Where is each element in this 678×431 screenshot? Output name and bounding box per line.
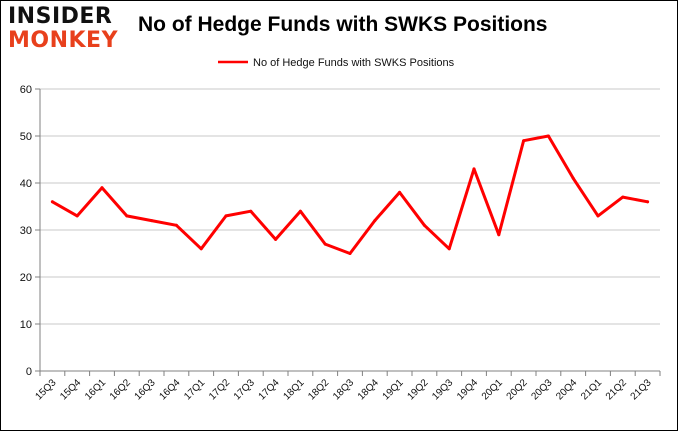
data-point-21Q3: [646, 200, 650, 204]
data-point-15Q4: [75, 214, 79, 218]
gridlines: [40, 88, 660, 325]
data-point-21Q2: [621, 195, 625, 199]
x-tick-label-20Q4: 20Q4: [554, 377, 579, 402]
y-tick-label-60: 60: [20, 84, 32, 96]
y-tick-label-30: 30: [20, 225, 32, 237]
x-tick-label-15Q3: 15Q3: [33, 377, 58, 402]
data-point-20Q2: [522, 139, 526, 143]
x-axis-ticks: 15Q3 15Q4 16Q1 16Q2 16Q3 16Q4 17Q1 17Q2 17Q3 17Q4…: [33, 371, 661, 402]
data-point-18Q1: [298, 209, 302, 213]
data-point-20Q3: [546, 134, 550, 138]
y-axis-ticks: 0 10 20 30 40 50 60: [20, 84, 40, 378]
data-point-19Q3: [447, 247, 451, 251]
series-layer: [50, 134, 650, 255]
data-point-18Q3: [348, 252, 352, 255]
legend-label: No of Hedge Funds with SWKS Positions: [253, 57, 455, 69]
x-tick-label-19Q4: 19Q4: [455, 377, 480, 402]
x-tick-label-21Q3: 21Q3: [629, 377, 654, 402]
x-tick-label-20Q3: 20Q3: [529, 377, 554, 402]
y-tick-label-50: 50: [20, 131, 32, 143]
y-tick-label-40: 40: [20, 178, 32, 190]
data-point-19Q1: [398, 190, 402, 194]
x-tick-label-19Q3: 19Q3: [430, 377, 455, 402]
x-tick-label-21Q1: 21Q1: [579, 377, 604, 402]
data-point-18Q4: [373, 219, 377, 223]
x-tick-label-19Q2: 19Q2: [405, 377, 430, 402]
data-point-17Q2: [224, 214, 228, 218]
y-tick-label-20: 20: [20, 272, 32, 284]
x-tick-label-19Q1: 19Q1: [381, 377, 406, 402]
data-point-17Q4: [274, 237, 278, 241]
x-tick-label-16Q1: 16Q1: [83, 377, 108, 402]
data-point-16Q2: [125, 214, 129, 218]
data-point-19Q2: [422, 223, 426, 227]
insider-monkey-logo: INSIDER MONKEY: [8, 6, 118, 52]
x-tick-label-18Q3: 18Q3: [331, 377, 356, 402]
x-tick-label-20Q1: 20Q1: [480, 377, 505, 402]
x-tick-label-17Q2: 17Q2: [207, 377, 232, 402]
data-point-16Q1: [100, 186, 104, 190]
data-point-18Q2: [323, 242, 327, 246]
data-point-20Q1: [497, 233, 501, 237]
logo-line-monkey: MONKEY: [8, 28, 119, 53]
series-line: [50, 134, 650, 255]
chart-title: No of Hedge Funds with SWKS Positions: [138, 13, 548, 36]
data-point-21Q1: [596, 214, 600, 218]
x-tick-label-17Q4: 17Q4: [257, 377, 282, 402]
x-tick-label-21Q2: 21Q2: [604, 377, 629, 402]
y-tick-label-0: 0: [26, 366, 32, 378]
legend: No of Hedge Funds with SWKS Positions: [218, 57, 455, 69]
data-point-19Q4: [472, 167, 476, 171]
logo-line-insider: INSIDER: [8, 4, 113, 29]
y-tick-label-10: 10: [20, 319, 32, 331]
x-tick-label-20Q2: 20Q2: [505, 377, 530, 402]
x-tick-label-15Q4: 15Q4: [58, 377, 83, 402]
data-point-17Q1: [199, 247, 203, 251]
data-point-17Q3: [249, 209, 253, 213]
x-tick-label-17Q3: 17Q3: [232, 377, 257, 402]
axes: [39, 89, 660, 372]
data-point-16Q4: [174, 223, 178, 227]
x-tick-label-16Q3: 16Q3: [133, 377, 158, 402]
x-tick-label-18Q1: 18Q1: [281, 377, 306, 402]
data-point-15Q3: [50, 200, 54, 204]
x-tick-label-18Q4: 18Q4: [356, 377, 381, 402]
x-tick-label-18Q2: 18Q2: [306, 377, 331, 402]
data-point-16Q3: [150, 219, 154, 223]
x-tick-label-16Q4: 16Q4: [157, 377, 182, 402]
x-tick-label-16Q2: 16Q2: [108, 377, 133, 402]
data-point-20Q4: [571, 176, 575, 180]
x-tick-label-17Q1: 17Q1: [182, 377, 207, 402]
